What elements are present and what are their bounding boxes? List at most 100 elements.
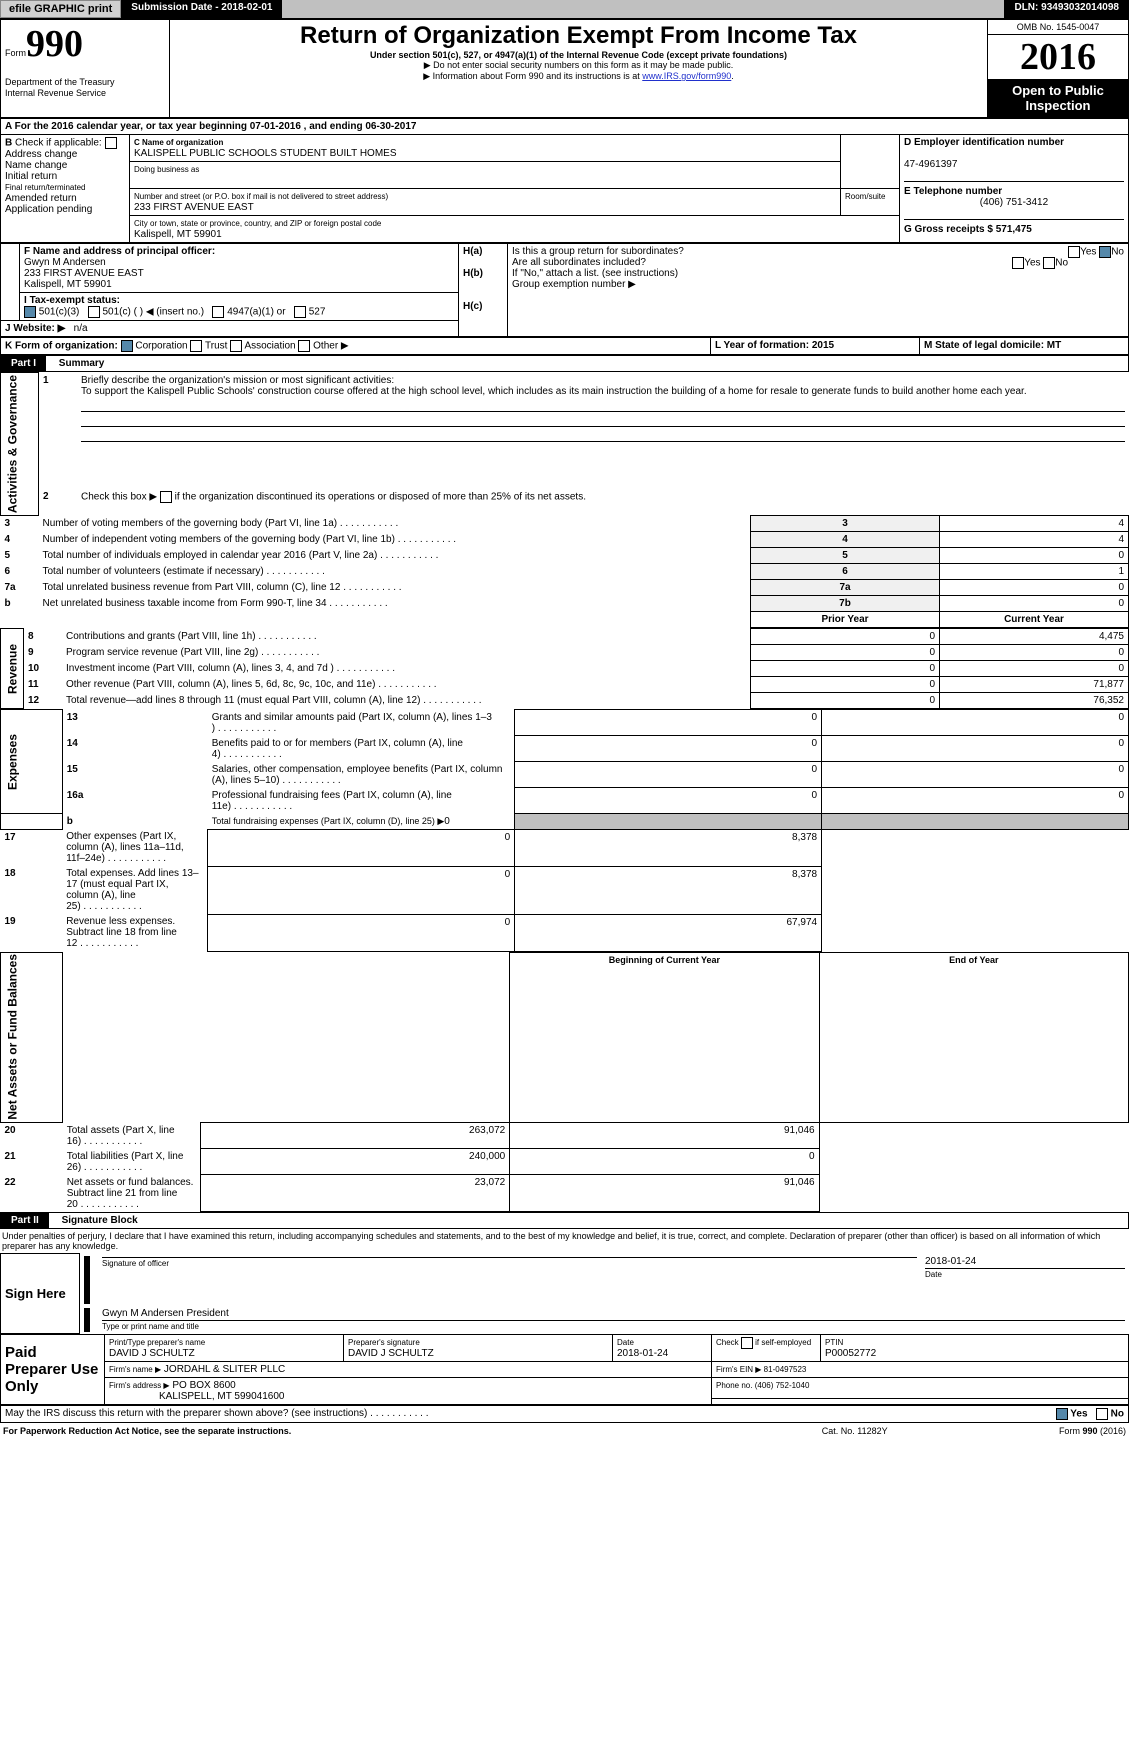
line1-text: Briefly describe the organization's miss… [81, 375, 394, 386]
discuss-yes: Yes [1070, 1409, 1087, 1420]
f-street: 233 FIRST AVENUE EAST [24, 268, 144, 279]
street-label: Number and street (or P.O. box if mail i… [134, 192, 388, 201]
signature-table: Sign Here Signature of officer 2018-01-2… [0, 1253, 1129, 1334]
gov-vlabel: Activities & Governance [1, 373, 39, 516]
check-self: Check [716, 1338, 739, 1347]
subtitle1: Under section 501(c), 527, or 4947(a)(1)… [174, 50, 983, 60]
tax-year-line: For the 2016 calendar year, or tax year … [15, 121, 417, 132]
firm-phone: Phone no. (406) 752-1040 [716, 1381, 809, 1390]
prior-year-hdr: Prior Year [751, 612, 940, 628]
discuss-no: No [1111, 1409, 1124, 1420]
irs-link[interactable]: www.IRS.gov/form990 [642, 71, 731, 81]
line2-num: 2 [43, 491, 49, 502]
k-trust-checkbox[interactable] [190, 340, 202, 352]
end-year-hdr: End of Year [819, 952, 1128, 1123]
discuss-row: May the IRS discuss this return with the… [0, 1405, 1129, 1423]
k-corp: Corporation [135, 341, 187, 352]
k-trust: Trust [205, 341, 227, 352]
f-officer-label: F Name and address of principal officer: [24, 246, 215, 257]
firm-addr1: PO BOX 8600 [172, 1380, 235, 1391]
discuss-yes-checkbox[interactable] [1056, 1408, 1068, 1420]
k-assoc: Association [244, 341, 295, 352]
subtitle3: ▶ Information about Form 990 and its ins… [423, 71, 642, 81]
hb-yes-checkbox[interactable] [1012, 257, 1024, 269]
dba-label: Doing business as [134, 165, 199, 174]
open-public-inspection: Open to Public Inspection [988, 79, 1128, 117]
ptin-value: P00052772 [825, 1348, 876, 1359]
org-name: KALISPELL PUBLIC SCHOOLS STUDENT BUILT H… [134, 148, 397, 159]
prep-sig-label: Preparer's signature [348, 1338, 420, 1347]
type-name-label: Type or print name and title [102, 1322, 199, 1331]
checkbox-address-change[interactable] [105, 137, 117, 149]
hc-text: Group exemption number ▶ [512, 279, 636, 290]
f-name: Gwyn M Andersen [24, 257, 106, 268]
k-other-checkbox[interactable] [298, 340, 310, 352]
part1-title: Summary [49, 358, 105, 369]
e-phone-label: E Telephone number [904, 186, 1002, 197]
i-501c-checkbox[interactable] [88, 306, 100, 318]
ha-no: No [1111, 247, 1124, 258]
i-4947-checkbox[interactable] [212, 306, 224, 318]
hb-yes: Yes [1024, 258, 1040, 269]
city-label: City or town, state or province, country… [134, 219, 381, 228]
sign-here: Sign Here [1, 1254, 80, 1334]
l-label: L Year of formation: 2015 [715, 340, 834, 351]
j-website: n/a [74, 323, 88, 334]
hb-label: H(b) [463, 268, 503, 279]
line16b-v: 0 [444, 816, 450, 827]
k-label: K Form of organization: [5, 341, 118, 352]
efile-print-button[interactable]: efile GRAPHIC print [0, 0, 121, 18]
k-other: Other ▶ [313, 341, 348, 352]
prep-date-label: Date [617, 1338, 634, 1347]
line1-num: 1 [43, 375, 49, 386]
ha-yes: Yes [1080, 247, 1096, 258]
ein-value: 47-4961397 [904, 159, 957, 170]
firm-name: JORDAHL & SLITER PLLC [164, 1364, 285, 1375]
prep-date: 2018-01-24 [617, 1348, 668, 1359]
room-label: Room/suite [845, 192, 885, 201]
line2-checkbox[interactable] [160, 491, 172, 503]
amended-return: Amended return [5, 193, 77, 204]
ptin-label: PTIN [825, 1338, 843, 1347]
sig-officer-label: Signature of officer [102, 1259, 169, 1268]
part1-label: Part I [1, 356, 46, 371]
final-return: Final return/terminated [5, 183, 85, 192]
ha-text: Is this a group return for subordinates? [512, 246, 684, 257]
i-527-checkbox[interactable] [294, 306, 306, 318]
f-city: Kalispell, MT 59901 [24, 279, 112, 290]
phone-value: (406) 751-3412 [904, 197, 1124, 208]
discuss-no-checkbox[interactable] [1096, 1408, 1108, 1420]
street-value: 233 FIRST AVENUE EAST [134, 202, 254, 213]
submission-date: Submission Date - 2018-02-01 [121, 0, 282, 18]
app-pending: Application pending [5, 204, 92, 215]
begin-year-hdr: Beginning of Current Year [510, 952, 819, 1123]
hb-text: Are all subordinates included? [512, 257, 646, 268]
i-4947: 4947(a)(1) or [227, 307, 285, 318]
form-title: Return of Organization Exempt From Incom… [174, 22, 983, 50]
prep-sig: DAVID J SCHULTZ [348, 1348, 434, 1359]
part2-title: Signature Block [52, 1215, 138, 1226]
i-527: 527 [309, 307, 326, 318]
firm-addr2: KALISPELL, MT 599041600 [159, 1391, 284, 1402]
ha-no-checkbox[interactable] [1099, 246, 1111, 258]
line2-text: Check this box ▶ [81, 491, 157, 502]
k-corp-checkbox[interactable] [121, 340, 133, 352]
sig-date-label: Date [925, 1270, 942, 1279]
form-label: Form [5, 48, 26, 58]
k-assoc-checkbox[interactable] [230, 340, 242, 352]
self-emp-checkbox[interactable] [741, 1337, 753, 1349]
check-applicable: Check if applicable: [15, 138, 102, 149]
line16b-n: b [67, 816, 73, 827]
g-gross-label: G Gross receipts $ 571,475 [904, 224, 1032, 235]
city-value: Kalispell, MT 59901 [134, 229, 222, 240]
m-label: M State of legal domicile: MT [924, 340, 1061, 351]
i-501c3-checkbox[interactable] [24, 306, 36, 318]
j-website-label: Website: ▶ [13, 323, 65, 334]
form-number: 990 [26, 23, 83, 65]
hb-no-checkbox[interactable] [1043, 257, 1055, 269]
ha-yes-checkbox[interactable] [1068, 246, 1080, 258]
firm-addr-label: Firm's address ▶ [109, 1381, 170, 1390]
omb-number: OMB No. 1545-0047 [988, 20, 1128, 35]
firm-ein: Firm's EIN ▶ 81-0497523 [716, 1365, 806, 1374]
section-klm: K Form of organization: Corporation Trus… [0, 337, 1129, 355]
